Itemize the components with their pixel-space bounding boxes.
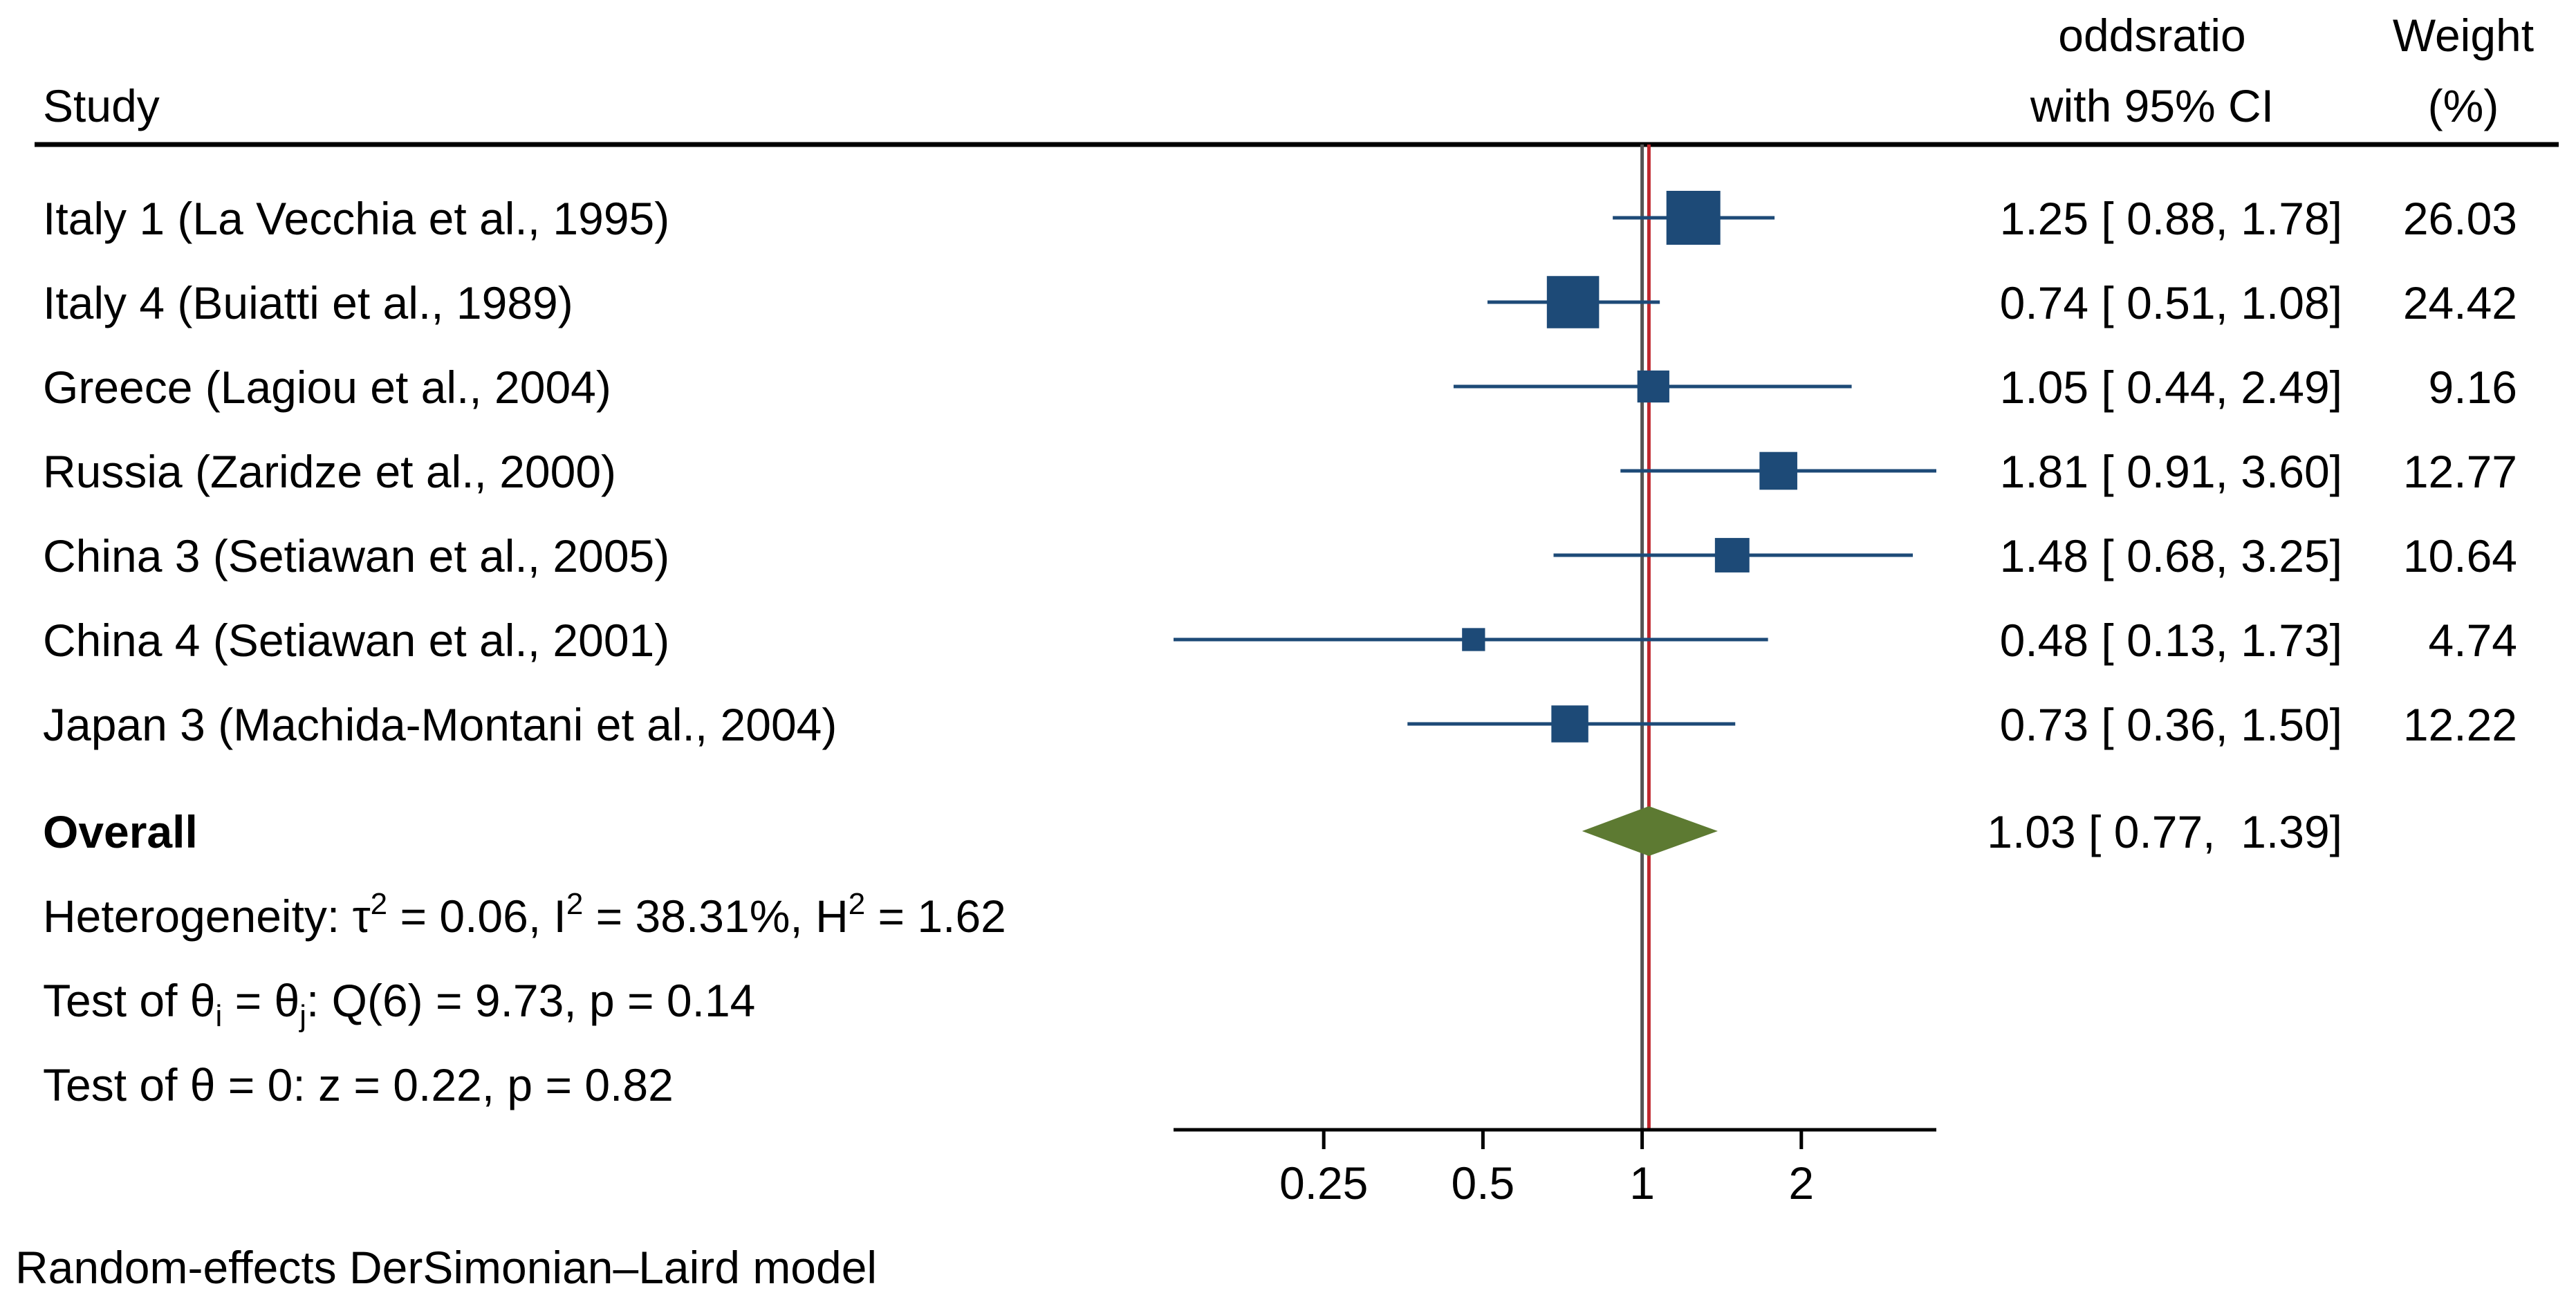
test1-subscript-j: j <box>298 999 306 1033</box>
tau-value: = 0.06, I <box>387 891 566 942</box>
study-weight-text: 12.22 <box>2403 699 2517 750</box>
study-label: Italy 1 (La Vecchia et al., 1995) <box>43 193 669 244</box>
study-label: Russia (Zaridze et al., 2000) <box>43 446 616 497</box>
study-effect-marker <box>1759 451 1797 490</box>
study-weight-text: 26.03 <box>2403 193 2517 244</box>
study-row: Italy 1 (La Vecchia et al., 1995) 1.25 [ … <box>43 191 2517 245</box>
study-weight-text: 9.16 <box>2429 362 2517 413</box>
study-effect-marker <box>1551 705 1588 743</box>
h-superscript: 2 <box>849 887 865 921</box>
study-ci-text: 0.73 [ 0.36, 1.50] <box>2000 699 2342 750</box>
study-weight-text: 4.74 <box>2429 615 2517 666</box>
study-label: China 3 (Setiawan et al., 2005) <box>43 530 669 581</box>
weight-column-header-line1: Weight <box>2393 10 2534 61</box>
homogeneity-test-text: Test of θi = θj: Q(6) = 9.73, p = 0.14 <box>43 975 755 1033</box>
heterogeneity-text: Heterogeneity: τ2 = 0.06, I2 = 38.31%, H… <box>43 887 1006 942</box>
effect-column-header-line1: oddsratio <box>2058 10 2246 61</box>
study-row: Japan 3 (Machida-Montani et al., 2004) 0.… <box>43 699 2517 750</box>
study-row: Russia (Zaridze et al., 2000) 1.81 [ 0.91… <box>43 446 2517 497</box>
study-weight-text: 12.77 <box>2403 446 2517 497</box>
study-ci-text: 1.81 [ 0.91, 3.60] <box>2000 446 2342 497</box>
h-value: = 1.62 <box>865 891 1006 942</box>
study-ci-text: 0.48 [ 0.13, 1.73] <box>2000 615 2342 666</box>
x-tick-label: 0.5 <box>1452 1157 1515 1209</box>
study-row: Italy 4 (Buiatti et al., 1989) 0.74 [ 0.5… <box>43 276 2517 328</box>
test1-part-c: : Q(6) = 9.73, p = 0.14 <box>306 975 755 1026</box>
overall-label: Overall <box>43 806 198 857</box>
study-label: Greece (Lagiou et al., 2004) <box>43 362 611 413</box>
effect-column-header-line2: with 95% CI <box>2030 80 2274 131</box>
weight-column-header-line2: (%) <box>2428 80 2499 131</box>
study-ci-text: 1.25 [ 0.88, 1.78] <box>2000 193 2342 244</box>
tau-superscript: 2 <box>371 887 387 921</box>
study-weight-text: 24.42 <box>2403 277 2517 328</box>
i-value: = 38.31%, H <box>583 891 848 942</box>
overall-diamond <box>1582 806 1718 856</box>
study-weight-text: 10.64 <box>2403 530 2517 581</box>
study-row: China 3 (Setiawan et al., 2005) 1.48 [ 0.… <box>43 530 2517 581</box>
overall-ci-text: 1.03 [ 0.77, 1.39] <box>1987 806 2342 857</box>
study-row: Greece (Lagiou et al., 2004) 1.05 [ 0.44,… <box>43 362 2517 413</box>
heterogeneity-prefix: Heterogeneity: τ <box>43 891 371 942</box>
x-axis-ticks: 0.25 0.5 1 2 <box>1279 1130 1814 1209</box>
x-tick-label: 1 <box>1629 1157 1655 1209</box>
test1-subscript-i: i <box>215 999 222 1033</box>
study-label: Japan 3 (Machida-Montani et al., 2004) <box>43 699 837 750</box>
study-effect-marker <box>1637 370 1669 403</box>
effect-test-text: Test of θ = 0: z = 0.22, p = 0.82 <box>43 1059 674 1110</box>
study-effect-marker <box>1546 276 1600 328</box>
study-rows: Italy 1 (La Vecchia et al., 1995) 1.25 [ … <box>43 191 2517 750</box>
study-effect-marker <box>1462 628 1485 651</box>
study-ci-text: 1.05 [ 0.44, 2.49] <box>2000 362 2342 413</box>
study-ci-text: 1.48 [ 0.68, 3.25] <box>2000 530 2342 581</box>
test1-part-a: Test of θ <box>43 975 215 1026</box>
study-label: China 4 (Setiawan et al., 2001) <box>43 615 669 666</box>
study-ci-text: 0.74 [ 0.51, 1.08] <box>2000 277 2342 328</box>
study-label: Italy 4 (Buiatti et al., 1989) <box>43 277 573 328</box>
x-tick-label: 0.25 <box>1279 1157 1368 1209</box>
study-effect-marker <box>1666 191 1721 245</box>
model-footnote: Random-effects DerSimonian–Laird model <box>15 1242 877 1293</box>
test1-part-b: = θ <box>222 975 299 1026</box>
x-tick-label: 2 <box>1788 1157 1814 1209</box>
study-column-header: Study <box>43 80 160 131</box>
study-effect-marker <box>1714 538 1750 572</box>
study-row: China 4 (Setiawan et al., 2001) 0.48 [ 0.… <box>43 615 2517 666</box>
i-superscript: 2 <box>566 887 583 921</box>
